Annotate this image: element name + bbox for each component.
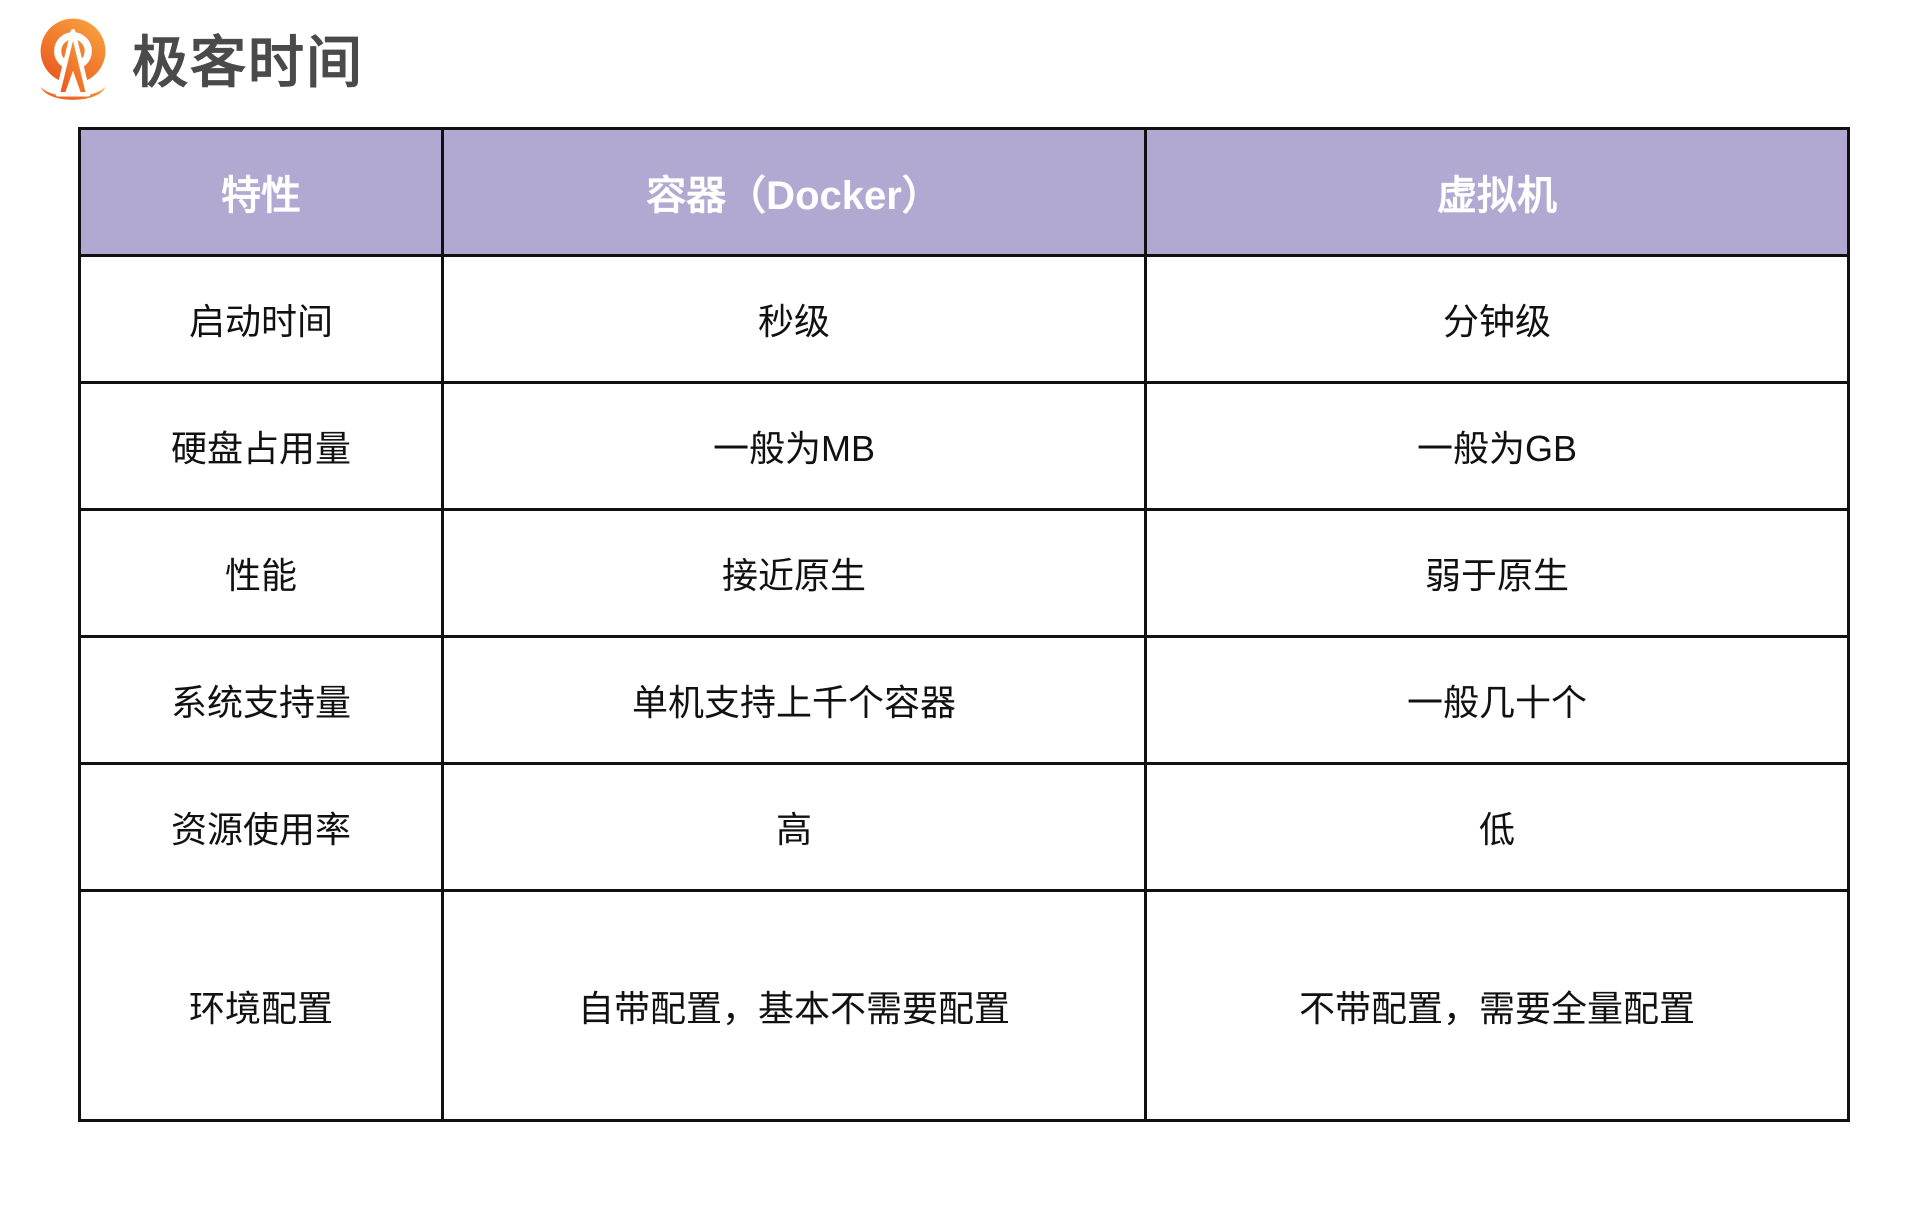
cell-feature: 资源使用率 [78, 762, 444, 892]
header-cell-vm: 虚拟机 [1144, 127, 1850, 257]
cell-vm: 一般几十个 [1144, 635, 1850, 765]
cell-container: 单机支持上千个容器 [441, 635, 1147, 765]
cell-container: 秒级 [441, 254, 1147, 384]
cell-vm: 一般为GB [1144, 381, 1850, 511]
cell-feature: 性能 [78, 508, 444, 638]
cell-vm: 弱于原生 [1144, 508, 1850, 638]
brand-header: 极客时间 [28, 12, 364, 108]
cell-feature: 系统支持量 [78, 635, 444, 765]
table-row: 资源使用率 高 低 [78, 762, 1850, 892]
table-row: 性能 接近原生 弱于原生 [78, 508, 1850, 638]
cell-feature: 启动时间 [78, 254, 444, 384]
cell-vm: 不带配置，需要全量配置 [1144, 889, 1850, 1122]
table-row: 环境配置 自带配置，基本不需要配置 不带配置，需要全量配置 [78, 889, 1850, 1122]
table-row: 系统支持量 单机支持上千个容器 一般几十个 [78, 635, 1850, 765]
container-vs-vm-table: 特性 容器（Docker） 虚拟机 启动时间 秒级 分钟级 硬盘占用量 一般为M… [78, 127, 1850, 1122]
brand-name: 极客时间 [132, 31, 364, 94]
header-cell-feature: 特性 [78, 127, 444, 257]
cell-container: 接近原生 [441, 508, 1147, 638]
cell-container: 高 [441, 762, 1147, 892]
cell-vm: 分钟级 [1144, 254, 1850, 384]
geektime-logo-icon [40, 18, 106, 100]
header-cell-container: 容器（Docker） [441, 127, 1147, 257]
table-row: 启动时间 秒级 分钟级 [78, 254, 1850, 384]
cell-feature: 硬盘占用量 [78, 381, 444, 511]
table-row: 硬盘占用量 一般为MB 一般为GB [78, 381, 1850, 511]
cell-vm: 低 [1144, 762, 1850, 892]
cell-container: 自带配置，基本不需要配置 [441, 889, 1147, 1122]
cell-container: 一般为MB [441, 381, 1147, 511]
cell-feature: 环境配置 [78, 889, 444, 1122]
table-header-row: 特性 容器（Docker） 虚拟机 [78, 127, 1850, 257]
